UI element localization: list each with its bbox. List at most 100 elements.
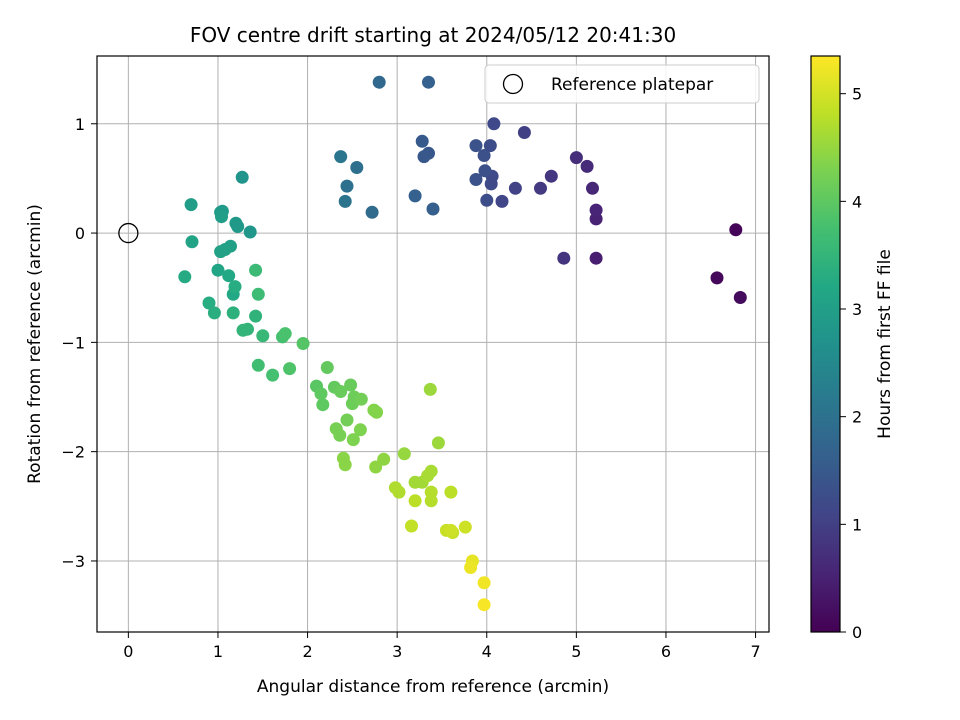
data-point [557,251,571,265]
data-point [544,169,558,183]
y-tick-label: 1 [75,115,85,134]
reference-marker-layer [118,222,139,244]
colorbar-tick-label: 1 [852,515,862,534]
data-point [256,329,270,343]
legend-box [484,64,760,104]
data-point [589,203,603,217]
x-tick-label: 3 [392,642,402,661]
data-point [477,576,491,590]
data-point [334,385,348,398]
data-point [580,159,594,173]
data-point [314,387,328,401]
colorbar-label: Hours from first FF file [875,249,895,439]
data-point [251,287,265,301]
data-point [222,269,236,283]
data-point [178,270,192,284]
data-point [243,225,257,239]
plot-frame [96,55,770,633]
data-point [340,413,354,427]
data-point [320,361,334,374]
data-point [477,598,491,612]
data-point [235,170,249,184]
data-point [508,181,522,195]
data-point [469,139,483,153]
data-point [185,235,199,249]
data-point [340,179,354,193]
data-point [241,322,254,336]
x-tick-label: 5 [571,642,581,661]
data-point [422,75,435,89]
data-point [346,433,360,447]
data-point [444,485,458,499]
legend-reference-marker [502,73,524,95]
colorbar-ticks: 0 1 2 3 4 5 [840,85,862,642]
colorbar-tick-label: 0 [852,623,862,642]
data-point [478,164,492,178]
data-point [710,271,724,285]
data-point [184,198,198,212]
data-point [333,428,347,442]
data-point [344,378,358,392]
data-point [495,194,509,208]
data-point [338,458,352,472]
data-point [202,296,216,310]
data-point [370,405,384,419]
x-tick-label: 6 [661,642,671,661]
legend-label: Reference platepar [551,75,713,95]
data-point [249,263,263,277]
data-point [266,368,280,382]
data-point [480,193,494,207]
data-point [408,494,422,508]
data-point [477,149,491,162]
data-point [207,306,221,320]
data-point [484,177,498,191]
y-tick-label: 0 [75,224,85,243]
data-point [444,523,458,537]
data-point [228,280,242,294]
colorbar-tick-label: 3 [852,300,862,319]
data-point [426,202,440,216]
colorbar-gradient [811,56,840,632]
data-point [569,151,583,165]
colorbar-tick-label: 4 [852,192,862,211]
data-point [431,436,445,450]
data-point [415,134,429,148]
data-point [354,392,368,406]
data-point [487,117,501,131]
data-point [226,306,240,320]
data-point [215,210,228,224]
reference-marker [118,222,139,244]
data-point [229,216,243,230]
x-tick-label: 7 [750,642,760,661]
data-point [377,452,391,466]
data-point [458,520,472,534]
data-point [369,460,383,474]
data-point [397,447,411,461]
data-points [178,75,747,612]
grid-lines [97,56,769,632]
data-point [586,181,599,195]
data-point [372,75,386,89]
colorbar-frame [810,55,841,633]
y-axis-label: Rotation from reference (arcmin) [25,204,45,484]
data-point [214,245,228,259]
data-point [251,358,265,372]
data-point [424,494,438,508]
data-point [350,161,364,174]
y-axis: 1 0 −1 −2 −3 [61,115,97,571]
data-point [278,327,292,341]
data-point [517,126,531,139]
y-tick-label: −2 [61,443,85,462]
chart-title: FOV centre drift starting at 2024/05/12 … [190,23,676,47]
data-point [249,309,263,323]
data-point [353,423,367,437]
data-point [589,251,603,265]
data-point [408,189,422,203]
data-point [733,291,747,304]
data-point [464,561,478,574]
data-point [417,150,431,164]
colorbar: 0 1 2 3 4 5 Hours from first FF file [810,55,895,642]
data-point [316,398,330,412]
x-tick-label: 1 [213,642,223,661]
data-point [283,362,297,376]
